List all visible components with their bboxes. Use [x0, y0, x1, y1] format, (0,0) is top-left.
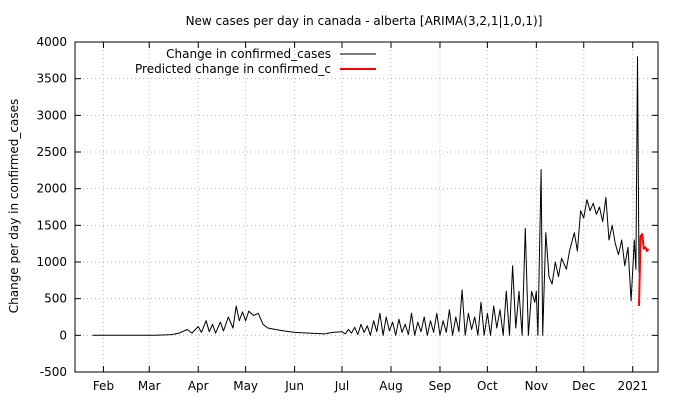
legend-label-2: Predicted change in confirmed_c: [135, 62, 331, 76]
x-tick-label: Sep: [429, 379, 452, 393]
y-tick-label: 0: [59, 328, 67, 342]
y-tick-label: 2000: [36, 182, 67, 196]
x-tick-label: Apr: [188, 379, 209, 393]
y-tick-label: -500: [40, 365, 67, 379]
x-tick-label: 2021: [617, 379, 648, 393]
y-tick-label: 3500: [36, 72, 67, 86]
x-tick-label: Dec: [572, 379, 595, 393]
y-tick-label: 1000: [36, 255, 67, 269]
x-ticks: Feb Mar Apr May Jun Jul Aug Sep Oct Nov Dec 2021: [93, 42, 648, 393]
y-tick-label: 2500: [36, 145, 67, 159]
y-tick-label: 500: [44, 292, 67, 306]
x-tick-label: Jul: [334, 379, 349, 393]
x-tick-label: May: [233, 379, 258, 393]
x-tick-label: Jun: [284, 379, 304, 393]
series-group: [92, 56, 650, 336]
x-tick-label: Mar: [138, 379, 161, 393]
series-line-1: [92, 56, 640, 336]
y-tick-label: 3000: [36, 108, 67, 122]
x-tick-label: Oct: [477, 379, 498, 393]
x-tick-label: Aug: [379, 379, 402, 393]
x-tick-label: Feb: [93, 379, 114, 393]
grid: [75, 42, 658, 372]
legend-label-1: Change in confirmed_cases: [166, 47, 331, 61]
y-tick-label: 4000: [36, 35, 67, 49]
chart-title: New cases per day in canada - alberta [A…: [186, 14, 543, 28]
x-tick-label: Nov: [525, 379, 548, 393]
series-line-2: [638, 233, 650, 307]
y-tick-label: 1500: [36, 218, 67, 232]
plot-frame: [74, 41, 659, 373]
y-ticks: -500 0 500 1000 1500 2000 2500 3000 3500 4000: [36, 35, 658, 379]
y-axis-label: Change per day in confirmed_cases: [7, 99, 21, 314]
